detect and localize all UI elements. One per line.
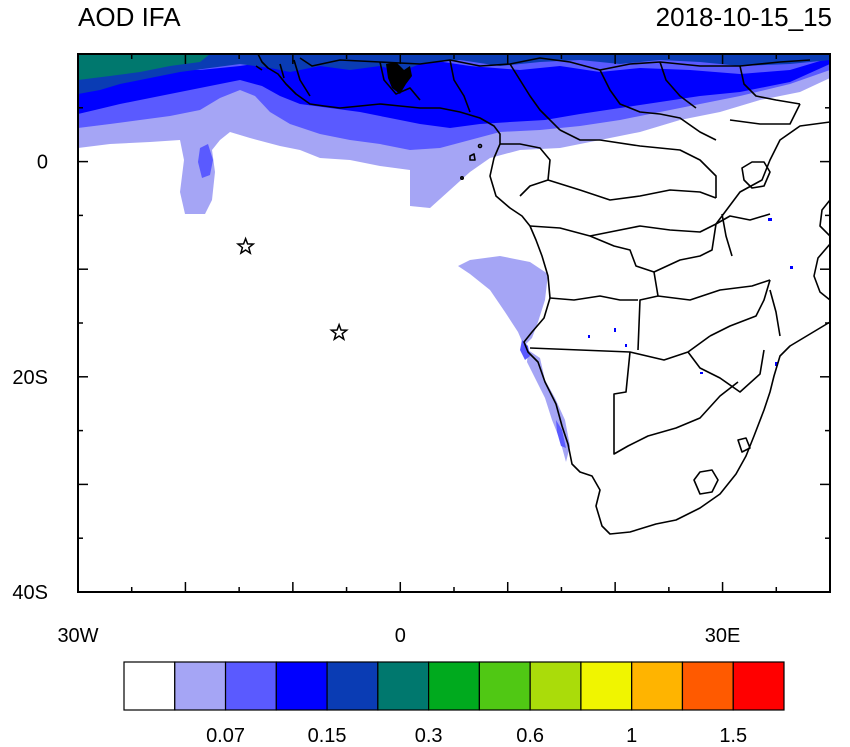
colorbar-swatch bbox=[631, 661, 684, 711]
colorbar-swatch bbox=[224, 661, 277, 711]
x-tick-label: 30W bbox=[57, 625, 98, 647]
y-tick-label: 20S bbox=[12, 367, 48, 389]
colorbar-swatch bbox=[732, 661, 785, 711]
aod-level2-south bbox=[556, 420, 566, 448]
colorbar-swatch bbox=[681, 661, 734, 711]
aod-level2-coast bbox=[520, 340, 530, 360]
colorbar-swatch bbox=[275, 661, 328, 711]
colorbar-label: 0.6 bbox=[516, 725, 544, 747]
colorbar-label: 0.07 bbox=[206, 725, 245, 747]
colorbar-swatch bbox=[377, 661, 430, 711]
colorbar-label: 0.3 bbox=[415, 725, 443, 747]
coastlines bbox=[255, 54, 830, 535]
y-tick-label: 40S bbox=[12, 582, 48, 604]
colorbar-label: 1 bbox=[626, 725, 637, 747]
star-marker-2 bbox=[329, 322, 349, 341]
colorbar-swatch bbox=[529, 661, 582, 711]
colorbar-swatch bbox=[478, 661, 531, 711]
colorbar-swatch bbox=[326, 661, 379, 711]
aod-level2-patch bbox=[198, 144, 213, 178]
colorbar-label: 0.15 bbox=[308, 725, 347, 747]
colorbar-swatch bbox=[174, 661, 227, 711]
colorbar-swatch bbox=[580, 661, 633, 711]
aod-level5-patch bbox=[78, 54, 210, 80]
x-tick-label: 30E bbox=[705, 625, 741, 647]
aod-level3-band bbox=[78, 56, 830, 128]
colorbar: 0.07 0.15 0.3 0.6 1 1.5 bbox=[123, 661, 785, 747]
axis-ticks bbox=[77, 53, 831, 593]
aod-specks bbox=[588, 218, 793, 374]
colorbar-swatch bbox=[428, 661, 480, 711]
y-tick-label: 0 bbox=[37, 152, 48, 174]
axis-labels: 30W 0 30E 0 20S 40S bbox=[12, 152, 740, 647]
colorbar-swatch bbox=[123, 661, 176, 711]
map-timestamp: 2018-10-15_15 bbox=[655, 2, 832, 32]
aod-shading bbox=[78, 54, 830, 462]
map-title: AOD IFA bbox=[78, 2, 181, 32]
aod-level1-benguela bbox=[458, 256, 548, 346]
site-markers bbox=[235, 236, 349, 341]
colorbar-label: 1.5 bbox=[719, 725, 747, 747]
dark-patch bbox=[386, 62, 412, 94]
aod-level4-band bbox=[78, 54, 830, 94]
star-marker-1 bbox=[235, 236, 256, 255]
x-tick-label: 0 bbox=[395, 625, 406, 647]
